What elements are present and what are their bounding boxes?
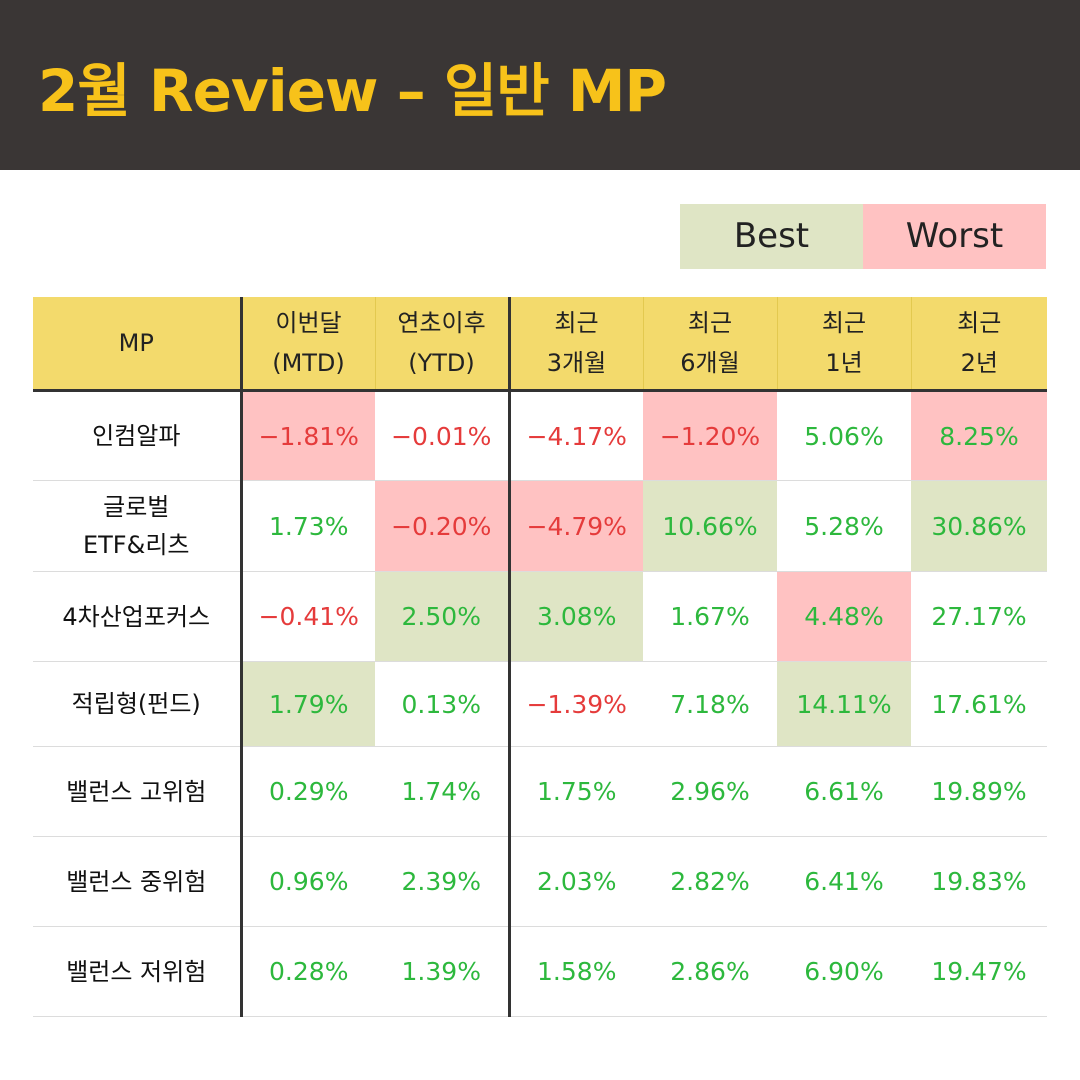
mp-name-line: 적립형(펀드) (71, 690, 201, 718)
mp-name: 글로벌 ETF&리츠 (33, 480, 243, 572)
return-cell: −4.79% (509, 480, 643, 572)
table-row: 글로벌 ETF&리츠 1.73% −0.20% −4.79% 10.66% 5.28% 30.… (33, 480, 1047, 572)
column-header: 최근 2년 (911, 297, 1047, 392)
mp-name: 밸런스 고위험 (33, 746, 243, 837)
column-header: 연초이후 (YTD) (375, 297, 511, 392)
column-header-line1: 최근 (957, 309, 1002, 337)
return-cell: 19.83% (911, 836, 1047, 927)
return-cell: 1.39% (375, 926, 511, 1017)
return-cell: 0.13% (375, 661, 511, 747)
legend-best: Best (680, 204, 863, 269)
column-header-line1: 최근 (821, 309, 867, 337)
column-header-line2: 2년 (960, 349, 998, 377)
table-row: 밸런스 고위험 0.29% 1.74% 1.75% 2.96% 6.61% 19.89% (33, 746, 1047, 837)
table-row: 4차산업포커스 −0.41% 2.50% 3.08% 1.67% 4.48% 27.17% (33, 571, 1047, 662)
column-header-line1: 최근 (554, 309, 599, 337)
column-header-line1: 최근 (687, 309, 733, 337)
column-header-line2: 6개월 (680, 349, 740, 377)
return-cell: −4.17% (509, 390, 643, 481)
return-cell: 5.06% (777, 390, 911, 481)
column-header-line2: 1년 (825, 349, 863, 377)
return-cell: 2.86% (643, 926, 777, 1017)
return-cell: 14.11% (777, 661, 911, 747)
return-cell: 19.89% (911, 746, 1047, 837)
return-cell: 3.08% (509, 571, 643, 662)
column-header-line1: 이번달 (275, 309, 342, 337)
return-cell: 4.48% (777, 571, 911, 662)
return-cell: −1.81% (241, 390, 375, 481)
return-cell: 8.25% (911, 390, 1047, 481)
mp-name-line: 밸런스 저위험 (66, 957, 207, 986)
legend: Best Worst (680, 204, 1046, 269)
return-cell: −0.20% (375, 480, 511, 572)
mp-name: 적립형(펀드) (33, 661, 243, 747)
return-cell: 2.82% (643, 836, 777, 927)
return-cell: 0.28% (241, 926, 375, 1017)
returns-table: MP 이번달 (MTD) 연초이후 (YTD) 최근 3개월 최근 6개월 최근 1년 최근 2년 인컴… (33, 297, 1047, 1017)
return-cell: 27.17% (911, 571, 1047, 662)
return-cell: 1.73% (241, 480, 375, 572)
return-cell: 1.79% (241, 661, 375, 747)
header-bar: 2월 Review – 일반 MP (0, 0, 1080, 170)
return-cell: 19.47% (911, 926, 1047, 1017)
column-header-line2: 3개월 (546, 349, 607, 377)
return-cell: −0.01% (375, 390, 511, 481)
return-cell: 2.03% (509, 836, 643, 927)
return-cell: 6.90% (777, 926, 911, 1017)
table-row: 적립형(펀드) 1.79% 0.13% −1.39% 7.18% 14.11% 17.61% (33, 661, 1047, 747)
column-header: 이번달 (MTD) (241, 297, 376, 392)
column-header: 최근 1년 (777, 297, 912, 392)
return-cell: −1.39% (509, 661, 643, 747)
return-cell: 17.61% (911, 661, 1047, 747)
mp-name-line: 밸런스 중위험 (66, 867, 207, 896)
return-cell: 7.18% (643, 661, 777, 747)
return-cell: 5.28% (777, 480, 911, 572)
mp-name: 밸런스 중위험 (33, 836, 243, 927)
column-header: 최근 3개월 (509, 297, 644, 392)
column-header: 최근 6개월 (643, 297, 778, 392)
column-header-line2: (MTD) (272, 349, 345, 377)
column-header-line2: (YTD) (408, 349, 475, 377)
mp-name: 인컴알파 (33, 390, 243, 481)
return-cell: 2.96% (643, 746, 777, 837)
column-header: MP (33, 297, 243, 392)
page-title: 2월 Review – 일반 MP (38, 57, 667, 125)
return-cell: 1.75% (509, 746, 643, 837)
mp-name-line: 밸런스 고위험 (66, 777, 207, 806)
table-row: 밸런스 중위험 0.96% 2.39% 2.03% 2.82% 6.41% 19.83% (33, 836, 1047, 927)
return-cell: −1.20% (643, 390, 777, 481)
return-cell: 2.50% (375, 571, 511, 662)
return-cell: 10.66% (643, 480, 777, 572)
table-row: 인컴알파 −1.81% −0.01% −4.17% −1.20% 5.06% 8.25% (33, 390, 1047, 481)
return-cell: −0.41% (241, 571, 375, 662)
mp-name-line: 인컴알파 (92, 422, 181, 450)
return-cell: 30.86% (911, 480, 1047, 572)
column-header-line1: MP (118, 329, 154, 357)
return-cell: 6.61% (777, 746, 911, 837)
return-cell: 0.96% (241, 836, 375, 927)
mp-name-line: 글로벌 (103, 493, 170, 521)
mp-name-line: ETF&리츠 (82, 531, 190, 559)
return-cell: 2.39% (375, 836, 511, 927)
return-cell: 0.29% (241, 746, 375, 837)
table-row: 밸런스 저위험 0.28% 1.39% 1.58% 2.86% 6.90% 19.47% (33, 926, 1047, 1017)
return-cell: 6.41% (777, 836, 911, 927)
legend-worst: Worst (863, 204, 1046, 269)
column-header-line1: 연초이후 (397, 309, 486, 337)
mp-name-line: 4차산업포커스 (62, 602, 211, 631)
mp-name: 4차산업포커스 (33, 571, 243, 662)
return-cell: 1.67% (643, 571, 777, 662)
return-cell: 1.74% (375, 746, 511, 837)
mp-name: 밸런스 저위험 (33, 926, 243, 1017)
return-cell: 1.58% (509, 926, 643, 1017)
table-header-row: MP 이번달 (MTD) 연초이후 (YTD) 최근 3개월 최근 6개월 최근 1년 최근 2년 (33, 297, 1047, 392)
